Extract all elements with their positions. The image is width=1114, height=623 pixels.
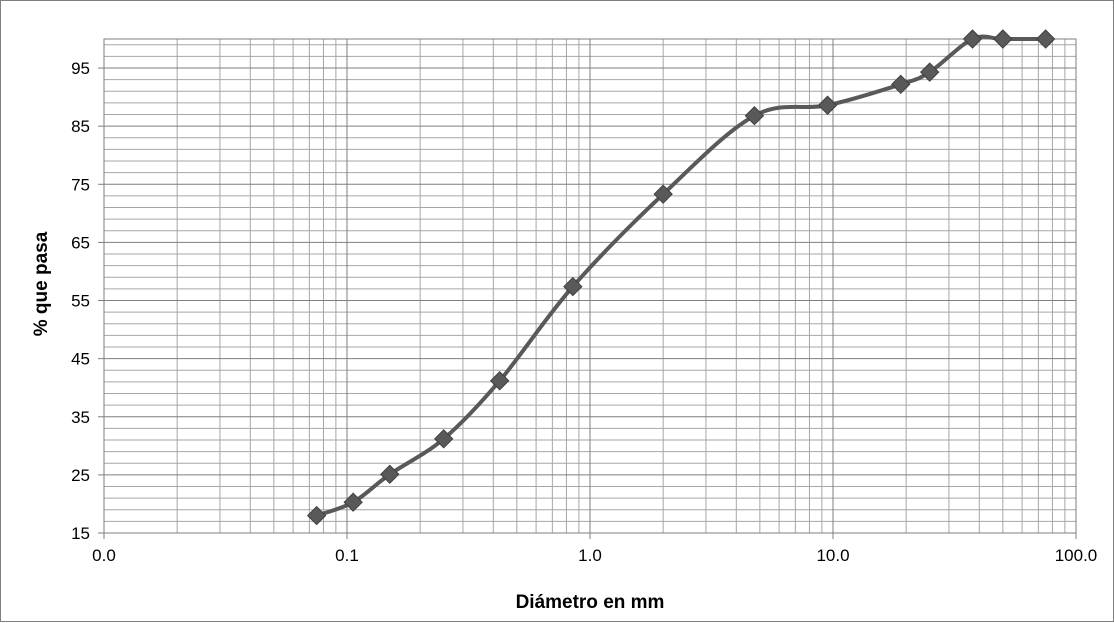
data-point-marker — [380, 464, 400, 485]
data-point-marker — [563, 276, 583, 297]
data-point-marker — [919, 62, 940, 82]
data-point-marker — [653, 184, 673, 204]
y-tick-label: 25 — [71, 466, 90, 485]
major-gridlines — [103, 39, 1076, 534]
y-tick-label: 75 — [71, 175, 90, 194]
y-tick-label: 95 — [71, 59, 90, 78]
data-point-marker — [744, 106, 765, 126]
data-point-marker — [891, 74, 911, 95]
y-tick-label: 15 — [71, 524, 90, 543]
y-axis-ticks: 15 25 35 45 55 65 75 85 95 — [71, 59, 104, 543]
x-axis-title: Diámetro en mm — [516, 592, 665, 613]
y-tick-label: 65 — [71, 233, 90, 252]
x-tick-label: 0.1 — [335, 546, 359, 565]
data-point-marker — [817, 95, 838, 115]
y-tick-label: 35 — [71, 408, 90, 427]
x-axis-ticks: 0.0 0.1 1.0 10.0 100.0 — [92, 533, 1097, 565]
data-point-marker — [993, 29, 1013, 49]
x-tick-label: 1.0 — [578, 546, 602, 565]
y-tick-label: 85 — [71, 117, 90, 136]
x-tick-label: 10.0 — [816, 546, 849, 565]
x-tick-label: 0.0 — [92, 546, 116, 565]
data-point-marker — [433, 429, 454, 449]
data-point-marker — [1035, 29, 1056, 49]
y-tick-label: 45 — [71, 350, 90, 369]
y-axis-title: % que pasa — [31, 231, 52, 336]
x-tick-label: 100.0 — [1055, 546, 1098, 565]
series-markers — [306, 29, 1056, 526]
data-point-marker — [306, 505, 327, 526]
data-point-marker — [489, 371, 510, 391]
y-tick-label: 55 — [71, 292, 90, 311]
data-point-marker — [343, 492, 363, 512]
data-point-marker — [962, 29, 983, 49]
series-line — [314, 34, 1048, 518]
